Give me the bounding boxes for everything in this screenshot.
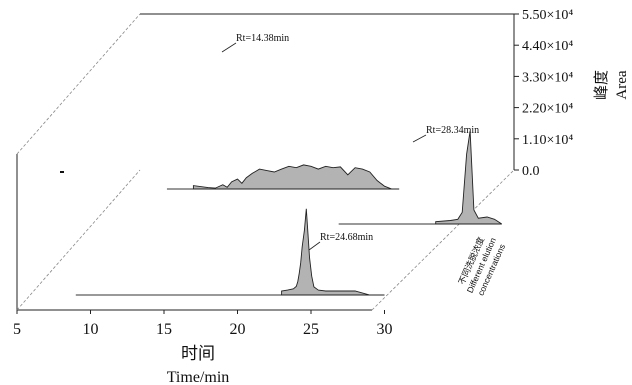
y-axis-label-en: Area	[614, 70, 630, 99]
top-left-depth-edge	[16, 13, 141, 155]
annotation-label: Rt=14.38min	[236, 33, 289, 44]
series-trace	[192, 164, 400, 190]
annotation-label: Rt=28.34min	[426, 125, 479, 136]
annotations: Rt=14.38min Rt=28.34min Rt=24.68min	[221, 33, 479, 251]
x-tick-label: 30	[377, 321, 393, 338]
y-tick-label: 3.30×10⁴	[522, 70, 573, 85]
tick-labels: 0.0 1.10×10⁴ 2.20×10⁴ 3.30×10⁴ 4.40×10⁴ 5.50×…	[13, 8, 573, 338]
x-axis-label-cn: 时间	[181, 344, 215, 363]
x-tick-label: 15	[156, 321, 172, 338]
series-trace	[435, 130, 503, 225]
annotation-leader	[221, 42, 237, 53]
y-tick-label: 0.0	[522, 164, 540, 179]
series-trace	[281, 208, 385, 296]
y-tick-label: 5.50×10⁴	[522, 8, 573, 23]
x-tick-label: 25	[303, 321, 319, 338]
bottom-left-depth-edge	[16, 169, 141, 311]
x-axis-label-en: Time/min	[167, 369, 230, 385]
annotation-leader	[412, 134, 427, 143]
y-axis-label-cn: 峰度	[593, 70, 610, 100]
y-tick-label: 4.40×10⁴	[522, 39, 573, 54]
annotation-leader	[308, 241, 321, 251]
z-axis-label: 不同洗脱浓度 Different elution concentrations	[456, 235, 507, 297]
y-tick-label: 1.10×10⁴	[522, 133, 573, 148]
series-traces	[192, 130, 503, 296]
x-tick-label: 20	[230, 321, 246, 338]
y-tick-label: 2.20×10⁴	[522, 102, 573, 117]
annotation-label: Rt=24.68min	[320, 232, 373, 243]
chart-frame	[16, 13, 515, 311]
x-tick-label: 5	[13, 321, 21, 338]
series-baselines	[75, 188, 470, 296]
bottom-right-depth-edge	[371, 169, 515, 311]
x-tick-label: 10	[83, 321, 99, 338]
